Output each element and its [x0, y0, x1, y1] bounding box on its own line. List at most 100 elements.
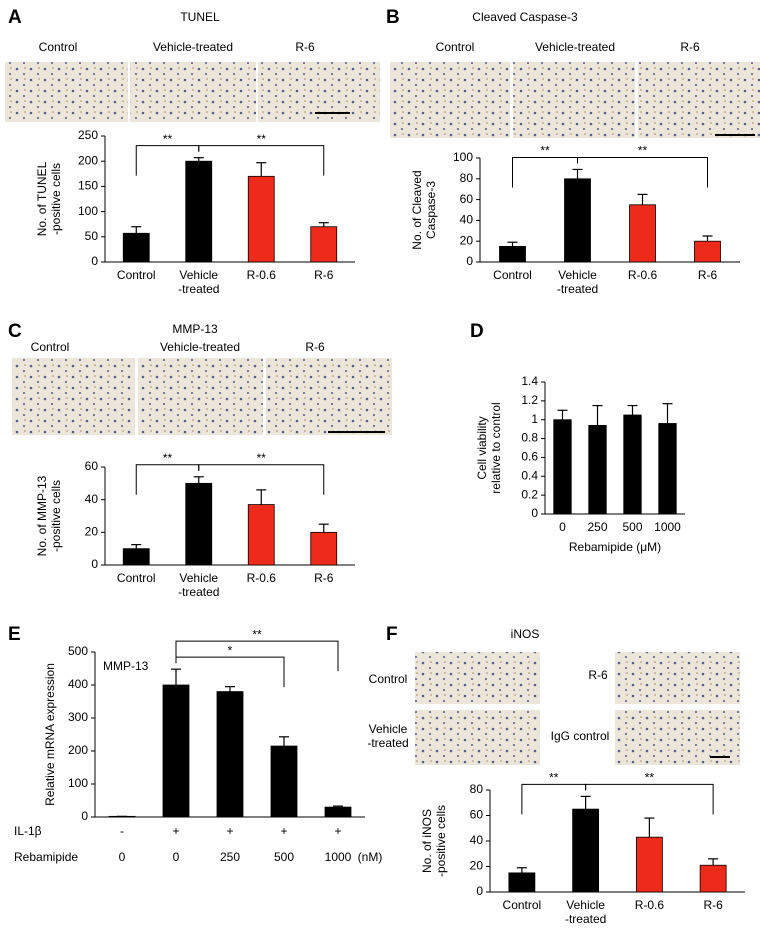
significance-bracket: [198, 145, 325, 176]
row-value: +: [226, 824, 233, 838]
y-tick-label: 20: [460, 233, 474, 247]
x-tick-label: R-6: [703, 898, 723, 912]
significance-label: **: [163, 451, 173, 465]
image-label: IgG control: [551, 729, 610, 743]
y-tick-label: 60: [85, 459, 99, 473]
x-tick-label: R-6: [314, 571, 334, 585]
bar: [499, 245, 526, 263]
image-label: Vehicle-treated: [153, 40, 233, 54]
significance-bracket: [175, 640, 339, 672]
significance-label: **: [540, 144, 550, 158]
y-tick-label: 0.6: [521, 450, 538, 464]
y-tick-label: 20: [85, 525, 99, 539]
y-tick-label: 1.4: [521, 374, 538, 388]
micrograph: [12, 358, 135, 435]
significance-label: **: [257, 132, 267, 146]
y-axis-label: No. of TUNEL-positive cells: [35, 161, 63, 236]
bar: [629, 204, 656, 263]
y-tick-label: 100: [453, 150, 473, 164]
x-tick-label: 250: [220, 850, 240, 864]
bar: [635, 836, 663, 893]
y-tick-label: 80: [460, 171, 474, 185]
y-tick-label: 400: [68, 677, 88, 691]
significance-label: **: [252, 627, 262, 641]
y-tick-label: 0: [531, 506, 538, 520]
bar: [553, 419, 572, 515]
y-tick-label: 0.2: [521, 487, 538, 501]
image-label: R-6: [305, 340, 325, 354]
panel-title: iNOS: [511, 627, 540, 641]
image-label: Control: [31, 340, 70, 354]
x-tick-label: 500: [274, 850, 294, 864]
y-tick-label: 200: [78, 153, 98, 167]
micrograph: [638, 62, 760, 138]
image-label: Control: [436, 40, 475, 54]
x-tick-label: Vehicle -treated: [178, 571, 219, 599]
significance-bracket: [175, 656, 285, 688]
bar: [572, 808, 600, 893]
panel-title: TUNEL: [180, 10, 220, 24]
y-tick-label: 60: [460, 192, 474, 206]
micrograph: [138, 358, 263, 435]
y-tick-label: 100: [68, 776, 88, 790]
significance-label: **: [163, 132, 173, 146]
unit-label: (nM): [358, 850, 383, 864]
x-tick-label: R-6: [698, 268, 718, 282]
row-label: IL-1β: [14, 824, 42, 838]
y-tick-label: 40: [85, 492, 99, 506]
micrograph: [390, 62, 510, 138]
bar: [694, 240, 721, 263]
x-tick-label: Control: [117, 571, 156, 585]
x-tick-label: 1000: [325, 850, 352, 864]
panel-letter: F: [386, 624, 398, 645]
micrograph: [415, 710, 540, 765]
row-value: +: [280, 824, 287, 838]
y-tick-label: 60: [470, 808, 484, 822]
y-tick-label: 50: [85, 229, 99, 243]
y-tick-label: 1.2: [521, 393, 538, 407]
x-tick-label: 1000: [654, 520, 681, 534]
panel-letter: D: [470, 321, 484, 342]
bar: [247, 175, 275, 263]
x-tick-label: 0: [173, 850, 180, 864]
significance-bracket: [585, 783, 714, 815]
y-tick-label: 200: [68, 743, 88, 757]
bar: [270, 745, 298, 818]
significance-bracket: [577, 156, 708, 188]
y-tick-label: 40: [470, 833, 484, 847]
series-note: MMP-13: [103, 659, 149, 673]
significance-label: **: [257, 451, 267, 465]
x-tick-label: 0: [119, 850, 126, 864]
bar: [310, 531, 338, 566]
x-tick-label: Control: [493, 268, 532, 282]
x-tick-label: R-0.6: [628, 268, 658, 282]
micrograph: [513, 62, 635, 138]
bar: [247, 504, 275, 566]
y-axis-label: No. of MMP-13-positive cells: [35, 475, 63, 556]
x-tick-label: R-0.6: [247, 571, 277, 585]
image-label: Control: [369, 672, 408, 686]
x-axis-label: Rebamipide (μM): [569, 540, 661, 554]
bar: [162, 684, 190, 818]
significance-label: **: [645, 771, 655, 785]
bar: [185, 160, 213, 263]
row-value: +: [334, 824, 341, 838]
y-tick-label: 100: [78, 204, 98, 218]
bar: [699, 864, 727, 893]
y-tick-label: 0: [81, 809, 88, 823]
row-value: +: [172, 824, 179, 838]
image-label: Control: [39, 40, 78, 54]
micrograph: [5, 62, 128, 122]
bar: [508, 872, 536, 893]
y-axis-label: Cell viabilityrelative to control: [475, 402, 503, 493]
image-label: R-6: [295, 40, 315, 54]
y-axis-label: No. of CleavedCaspase-3: [410, 170, 438, 249]
bar: [216, 691, 244, 818]
y-tick-label: 0.4: [521, 468, 538, 482]
x-tick-label: 0: [559, 520, 566, 534]
x-tick-label: Vehicle -treated: [178, 268, 219, 296]
y-axis-label: Relative mRNA expression: [43, 663, 57, 806]
bar: [588, 424, 607, 515]
bar: [658, 423, 677, 515]
